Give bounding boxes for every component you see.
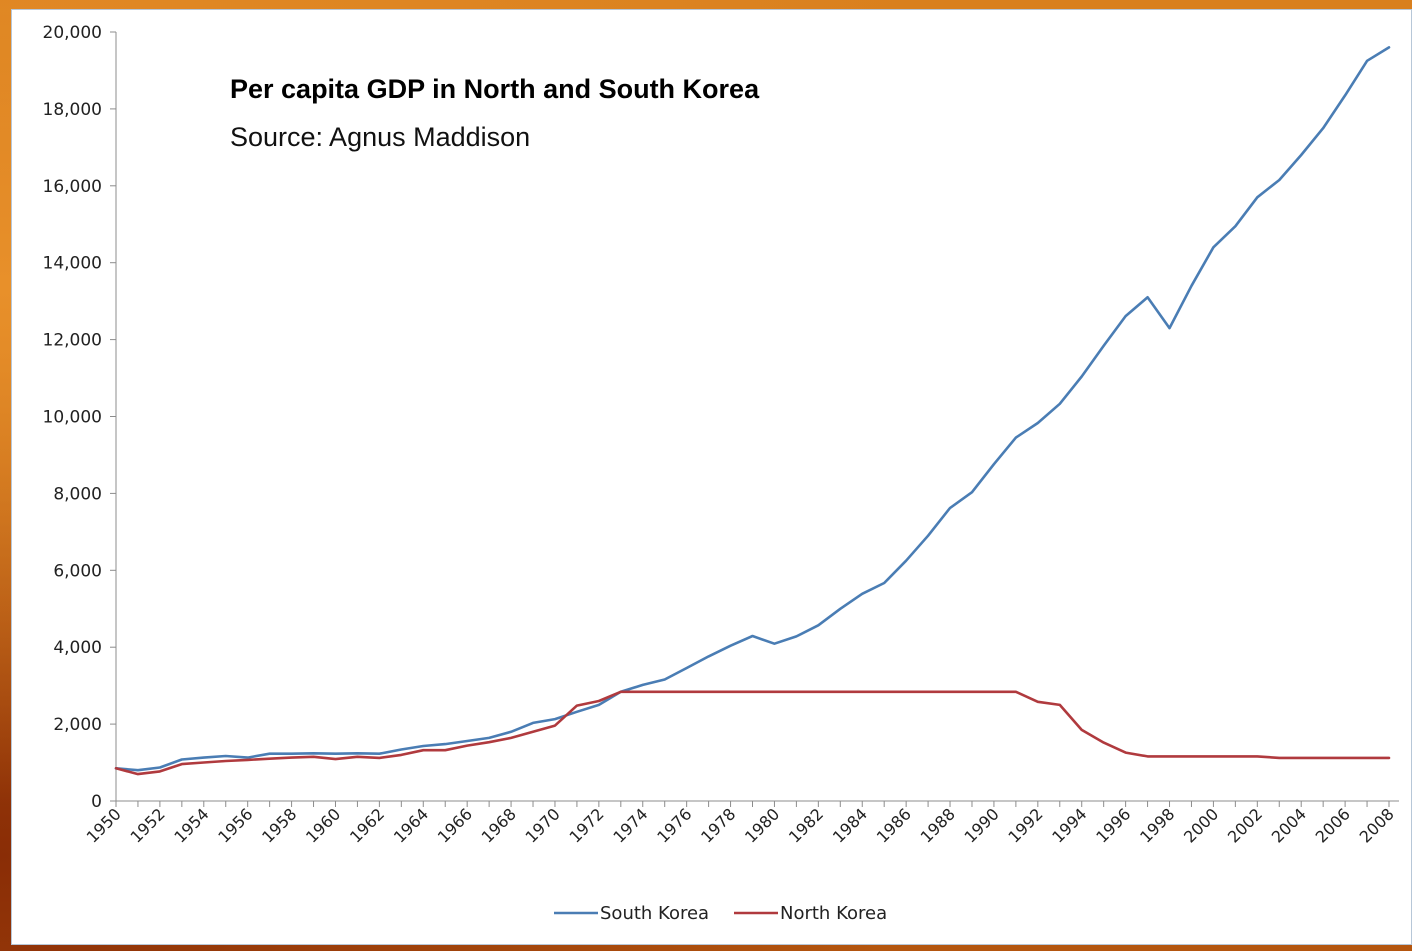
chart-title: Per capita GDP in North and South Korea	[230, 74, 760, 104]
x-tick-label: 1962	[346, 804, 388, 846]
y-tick-label: 14,000	[43, 254, 102, 274]
y-tick-label: 20,000	[43, 23, 102, 43]
series-line-south-korea	[114, 46, 1391, 772]
x-tick-label: 1992	[1004, 804, 1046, 846]
x-tick-label: 1958	[258, 804, 300, 846]
legend-label-north-korea: North Korea	[780, 903, 887, 924]
x-tick-label: 1954	[170, 804, 212, 846]
x-tick-label: 1974	[609, 804, 651, 846]
series-line-north-korea	[114, 690, 1391, 776]
x-tick-label: 1966	[434, 804, 476, 846]
x-tick-label: 1990	[961, 804, 1003, 846]
y-tick-label: 0	[91, 792, 102, 812]
x-tick-label: 1976	[653, 804, 695, 846]
x-tick-label: 1986	[873, 804, 915, 846]
y-tick-label: 6,000	[53, 561, 102, 581]
x-tick-label: 1982	[785, 804, 827, 846]
x-tick-label: 1972	[565, 804, 607, 846]
x-tick-label: 1970	[522, 804, 564, 846]
x-tick-label: 1968	[478, 804, 520, 846]
chart-panel: Per capita GDP in North and South Korea …	[11, 9, 1412, 945]
line-chart: Per capita GDP in North and South Korea …	[43, 23, 1399, 924]
chart-subtitle: Source: Agnus Maddison	[230, 122, 530, 152]
x-tick-label: 1994	[1048, 804, 1090, 846]
x-tick-label: 1988	[917, 804, 959, 846]
x-tick-label: 2002	[1224, 804, 1266, 846]
x-tick-label: 1964	[390, 804, 432, 846]
y-tick-label: 16,000	[43, 177, 102, 197]
series-lines	[114, 46, 1391, 776]
y-tick-label: 12,000	[43, 331, 102, 351]
x-tick-label: 1980	[741, 804, 783, 846]
x-tick-label: 1950	[83, 804, 125, 846]
legend: South Korea North Korea	[554, 903, 887, 924]
y-tick-label: 4,000	[53, 638, 102, 658]
x-tick-label: 1960	[302, 804, 344, 846]
x-tick-label: 1998	[1136, 804, 1178, 846]
x-tick-label: 1984	[829, 804, 871, 846]
y-tick-label: 2,000	[53, 715, 102, 735]
x-tick-label: 2004	[1268, 804, 1310, 846]
legend-label-south-korea: South Korea	[600, 903, 709, 924]
x-tick-label: 1952	[126, 804, 168, 846]
y-tick-label: 10,000	[43, 408, 102, 428]
x-tick-label: 1996	[1092, 804, 1134, 846]
y-tick-label: 8,000	[53, 484, 102, 504]
x-tick-label: 2008	[1356, 804, 1398, 846]
x-tick-label: 2000	[1180, 804, 1222, 846]
x-tick-label: 1956	[214, 804, 256, 846]
y-tick-label: 18,000	[43, 100, 102, 120]
x-tick-label: 1978	[697, 804, 739, 846]
x-tick-label: 2006	[1312, 804, 1354, 846]
